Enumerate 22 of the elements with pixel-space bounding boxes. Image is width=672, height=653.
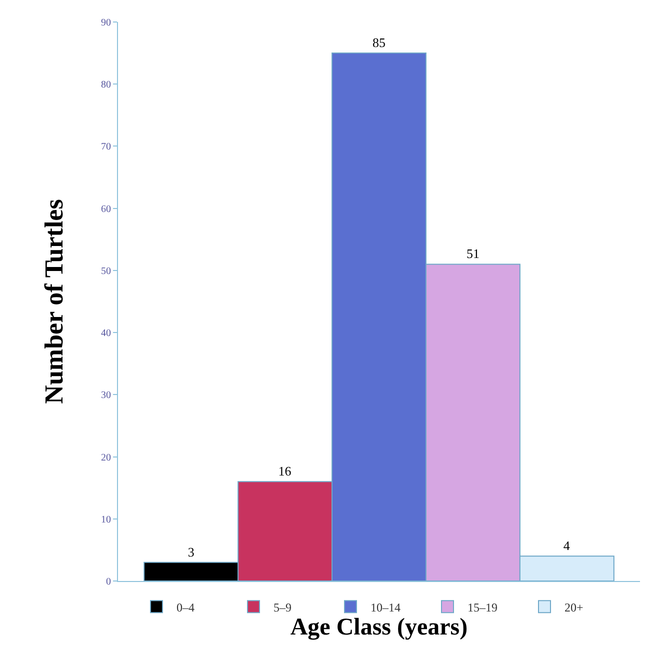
data-label: 4 bbox=[563, 538, 570, 554]
legend-label: 10–14 bbox=[370, 600, 400, 614]
y-tick-label: 70 bbox=[101, 142, 111, 153]
y-tick-label: 50 bbox=[101, 266, 111, 277]
data-label: 16 bbox=[278, 464, 292, 479]
y-tick-label: 90 bbox=[101, 18, 111, 28]
y-axis-title: Number of Turtles bbox=[39, 199, 68, 404]
y-tick-label: 60 bbox=[101, 204, 111, 215]
legend-label: 15–19 bbox=[468, 600, 498, 614]
y-tick-label: 40 bbox=[101, 328, 111, 340]
legend-label: 5–9 bbox=[274, 600, 292, 614]
y-tick-label: 30 bbox=[101, 390, 111, 402]
legend-label: 20+ bbox=[564, 600, 584, 614]
data-label: 85 bbox=[372, 35, 386, 50]
legend-label: 0–4 bbox=[176, 600, 194, 614]
y-tick-label: 80 bbox=[101, 80, 111, 91]
x-axis-title: Age Class (years) bbox=[290, 614, 468, 641]
y-tick-label: 0 bbox=[106, 576, 111, 588]
data-label: 51 bbox=[466, 246, 480, 262]
data-label: 3 bbox=[188, 544, 194, 560]
y-tick-label: 10 bbox=[101, 514, 111, 526]
y-tick-label: 20 bbox=[101, 452, 111, 464]
